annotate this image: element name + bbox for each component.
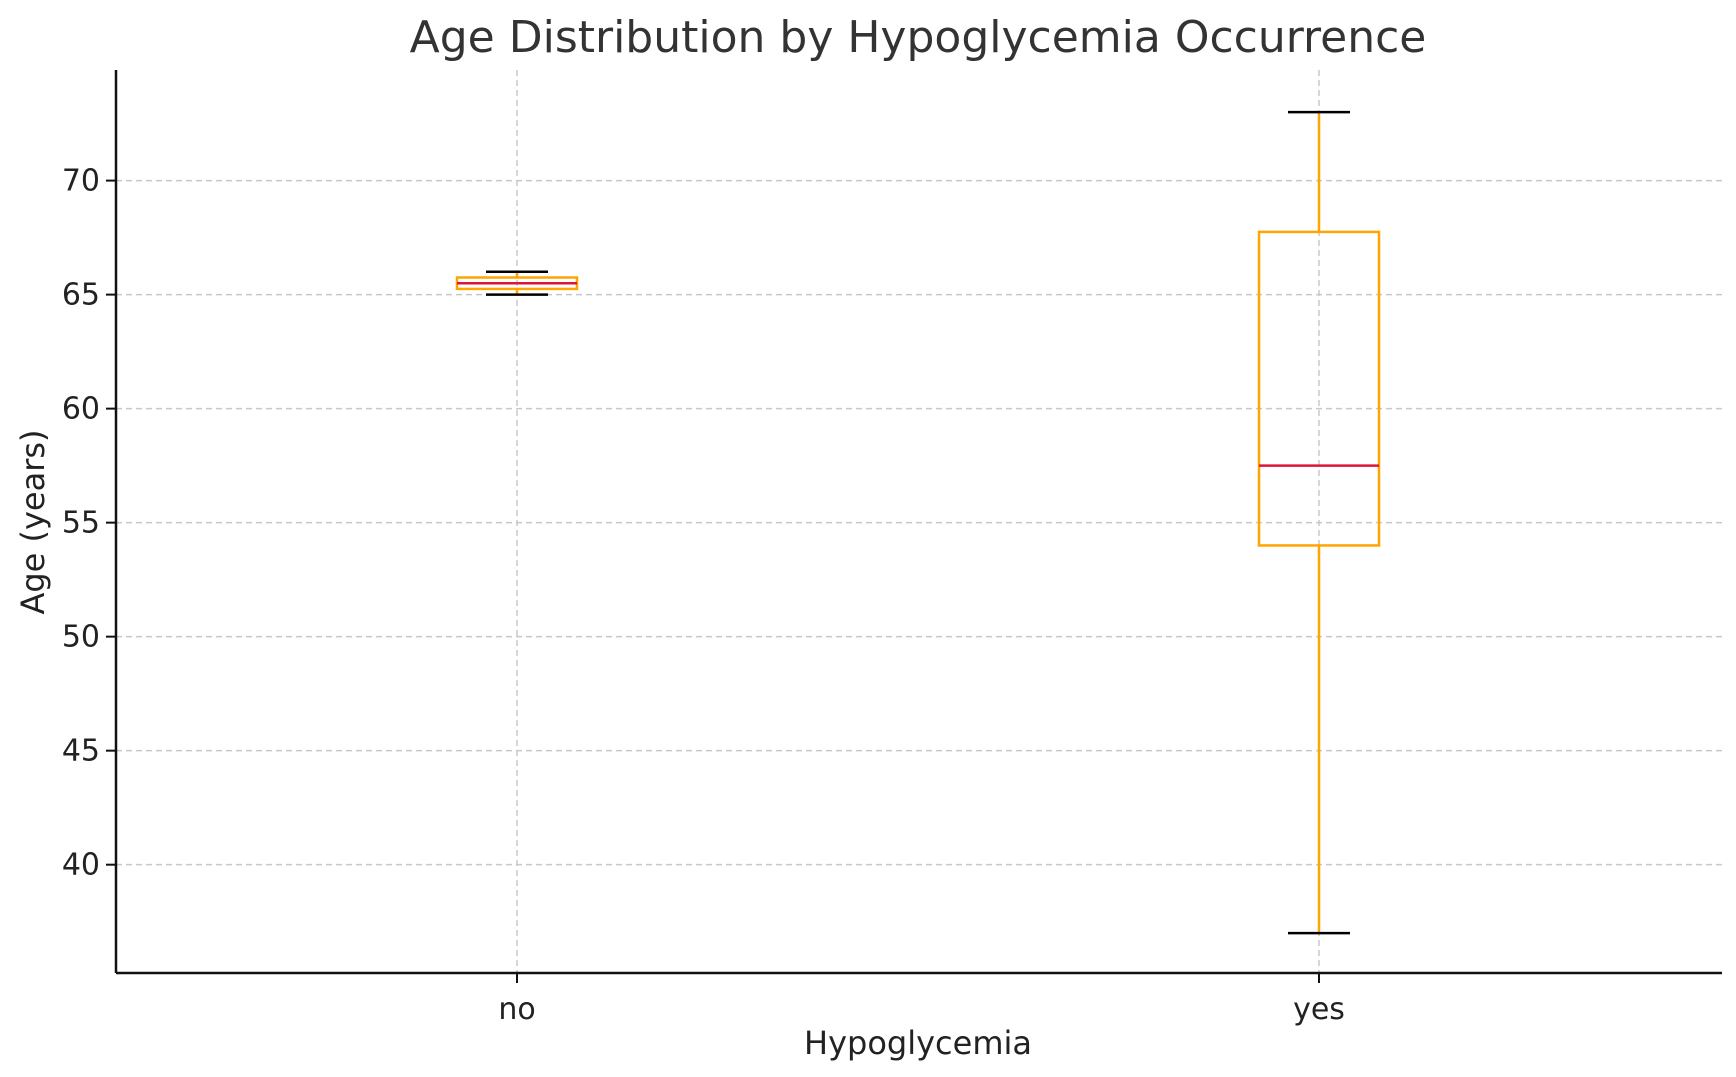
box-yes: [1257, 110, 1381, 935]
x-axis-label: Hypoglycemia: [804, 1024, 1032, 1062]
y-tick-label: 70: [62, 164, 100, 199]
iqr-box: [1257, 230, 1381, 547]
x-tick-label: yes: [1293, 992, 1345, 1027]
x-tick-label: no: [498, 992, 535, 1027]
y-tick-label: 50: [62, 620, 100, 655]
y-tick-label: 40: [62, 848, 100, 883]
y-tick-label: 45: [62, 734, 100, 769]
grid-layer: [116, 70, 1722, 973]
box-no: [455, 270, 579, 296]
y-tick-label: 60: [62, 392, 100, 427]
tick-layer: 40 45 50 55 60 65 70 no yes: [62, 164, 1345, 1027]
y-tick-label: 55: [62, 506, 100, 541]
chart-title: Age Distribution by Hypoglycemia Occurre…: [410, 12, 1427, 63]
y-tick-label: 65: [62, 278, 100, 313]
box-layer: [455, 110, 1381, 935]
y-axis-label: Age (years): [14, 429, 52, 614]
